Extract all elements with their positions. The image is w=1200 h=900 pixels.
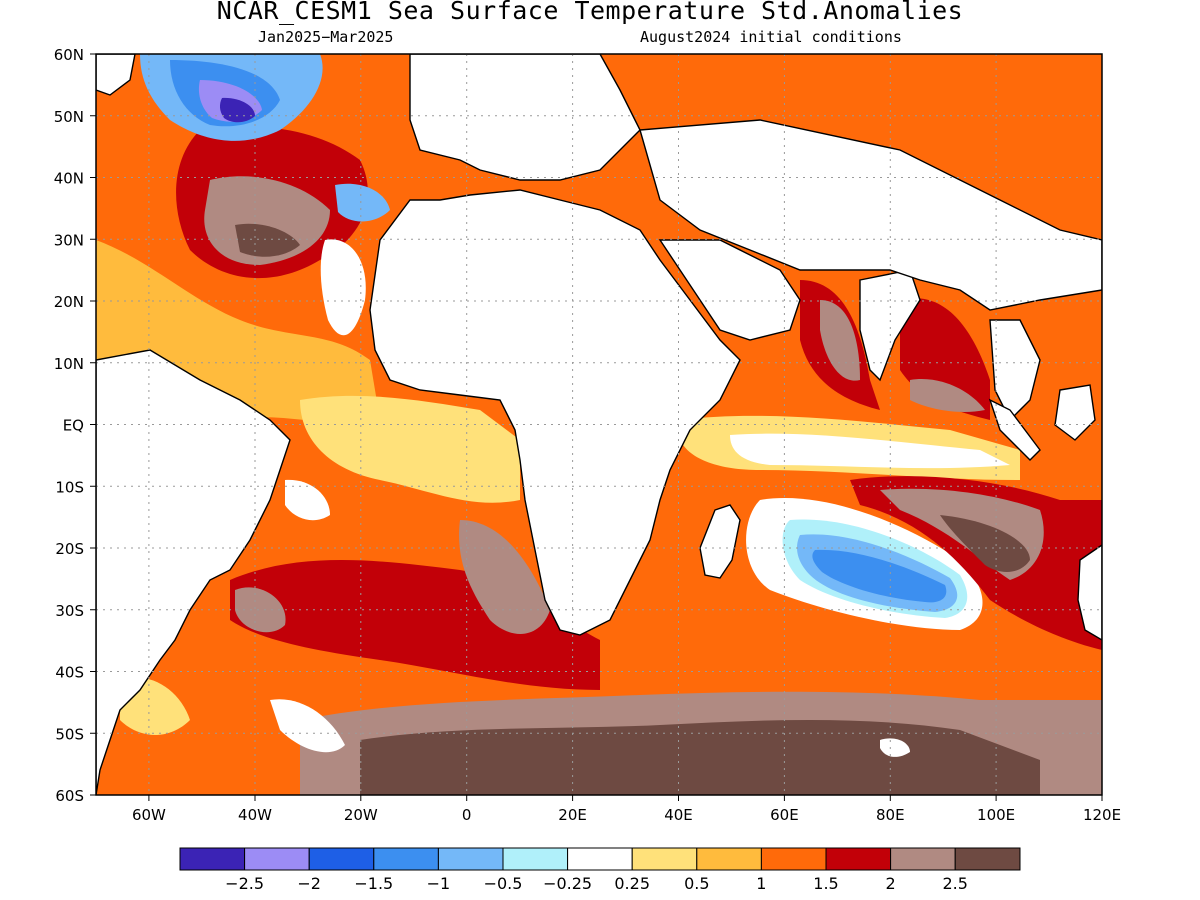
region-brazil-brown <box>235 587 286 633</box>
lon-label: 120E <box>1083 806 1121 824</box>
colorbar-label: −1 <box>427 874 451 893</box>
lat-label: 50S <box>55 725 84 743</box>
lat-label: 10S <box>55 478 84 496</box>
colorbar <box>179 847 1021 871</box>
anomaly-field <box>96 54 1102 795</box>
land-sumatra <box>988 398 1041 461</box>
lat-label: 50N <box>54 108 84 126</box>
lat-label: 20N <box>54 293 84 311</box>
colorbar-swatch <box>308 847 375 871</box>
region-arabian-brown <box>820 300 860 381</box>
land-asia <box>639 119 1102 311</box>
lon-label: 60W <box>132 806 166 824</box>
region-bengal-brown <box>910 379 985 412</box>
land-europe <box>409 54 641 181</box>
region-indian-deep-blue <box>812 549 947 603</box>
region-north-atlantic-darkbrown <box>235 223 300 257</box>
colorbar-label: 1.5 <box>813 874 838 893</box>
region-indian-eq-white <box>730 433 1010 469</box>
region-indian-darkbrown <box>940 515 1030 572</box>
init-conditions-subtitle: August2024 initial conditions <box>640 28 902 46</box>
region-equatorial-yellow <box>300 395 520 503</box>
colorbar-label: −0.25 <box>543 874 592 893</box>
colorbar-label: 2 <box>886 874 896 893</box>
colorbar-label: −2 <box>297 874 321 893</box>
tick-marks <box>90 53 1103 801</box>
season-subtitle: Jan2025−Mar2025 <box>258 28 394 46</box>
lat-label: 60N <box>54 46 84 64</box>
region-gulfguinea-white <box>285 479 330 521</box>
colorbar-swatch <box>502 847 569 871</box>
colorbar-swatch <box>696 847 762 871</box>
colorbar-label: 2.5 <box>942 874 967 893</box>
land <box>96 54 1102 795</box>
land-arabia <box>658 239 801 341</box>
lat-label: 40N <box>54 170 84 188</box>
land-borneo <box>1054 384 1096 441</box>
chart-title: NCAR_CESM1 Sea Surface Temperature Std.A… <box>216 0 964 25</box>
region-patagonia-white <box>270 699 345 753</box>
region-nwafrica-white <box>320 239 366 336</box>
land-greenland <box>96 54 136 96</box>
lon-label: 20W <box>344 806 378 824</box>
land-madagascar <box>699 504 741 579</box>
lon-label: 20E <box>558 806 587 824</box>
lat-labels: 60N 50N 40N 30N 20N 10N EQ 10S 20S 30S 4… <box>54 46 84 805</box>
lat-label: EQ <box>63 417 84 435</box>
lon-label: 60E <box>770 806 799 824</box>
colorbar-swatch <box>631 847 698 871</box>
lon-label: 80E <box>876 806 905 824</box>
colorbar-swatch <box>373 847 439 871</box>
region-north-atlantic-brown <box>204 176 330 265</box>
colorbar-label: 0.5 <box>684 874 709 893</box>
lat-label: 10N <box>54 355 84 373</box>
colorbar-label: 0.25 <box>614 874 650 893</box>
colorbar-swatch <box>437 847 504 871</box>
lon-label: 40E <box>664 806 693 824</box>
region-kerguelen-white <box>880 738 910 757</box>
lon-label: 0 <box>462 806 472 824</box>
land-south-america <box>96 349 291 795</box>
land-indochina <box>989 319 1041 422</box>
colorbar-swatch <box>179 847 246 871</box>
colorbar-swatch <box>760 847 827 871</box>
colorbar-swatch <box>825 847 892 871</box>
colorbar-swatch <box>890 847 956 871</box>
lon-label: 100E <box>977 806 1015 824</box>
grid-lines <box>96 54 1102 795</box>
colorbar-swatch <box>567 847 633 871</box>
lon-labels: 60W 40W 20W 0 20E 40E 60E 80E 100E 120E <box>132 806 1121 824</box>
lat-label: 40S <box>55 664 84 682</box>
lon-label: 40W <box>238 806 272 824</box>
colorbar-swatch <box>244 847 310 871</box>
colorbar-label: −0.5 <box>484 874 523 893</box>
colorbar-labels: −2.5 −2 −1.5 −1 −0.5 −0.25 0.25 0.5 1 1.… <box>225 874 968 893</box>
colorbar-label: 1 <box>756 874 766 893</box>
region-azores-blue <box>335 183 390 222</box>
land-africa <box>369 189 741 636</box>
lat-label: 60S <box>55 787 84 805</box>
colorbar-label: −1.5 <box>354 874 393 893</box>
colorbar-swatch <box>954 847 1021 871</box>
lat-label: 20S <box>55 540 84 558</box>
lat-label: 30N <box>54 231 84 249</box>
region-southern-darkbrown <box>360 720 1040 795</box>
lat-label: 30S <box>55 602 84 620</box>
colorbar-label: −2.5 <box>225 874 264 893</box>
region-labrador-purple <box>219 97 255 123</box>
